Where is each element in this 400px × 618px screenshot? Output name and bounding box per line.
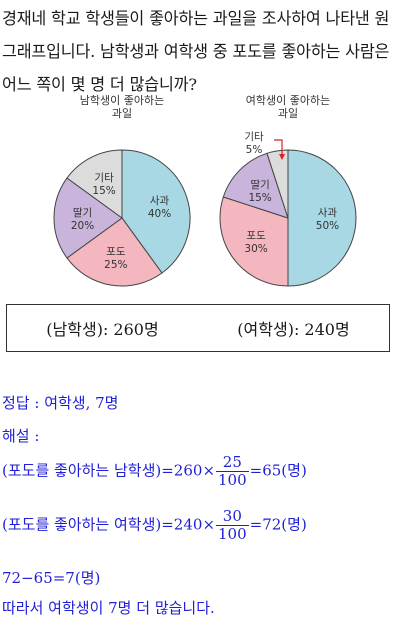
- answer-line: 정답 : 여학생, 7명: [2, 394, 119, 412]
- girls-slice-label-3: 기타: [244, 131, 264, 143]
- boys-slice-label-0: 사과: [150, 195, 170, 207]
- girls-calc-prefix: (포도를 좋아하는 여학생)=240×: [2, 515, 216, 534]
- boys-fraction-numerator: 25: [216, 454, 249, 472]
- girls-slice-label-1: 포도: [246, 230, 266, 242]
- girls-fraction-numerator: 30: [216, 508, 249, 526]
- girls-slice-value-1: 30%: [244, 243, 267, 255]
- boys-slice-1: [66, 217, 163, 287]
- boys-calc-result: =65(명): [249, 461, 307, 480]
- boys-calculation: (포도를 좋아하는 남학생)=260× 25 100 =65(명): [2, 454, 307, 489]
- boys-fraction-denominator: 100: [218, 471, 247, 489]
- boys-calc-prefix: (포도를 좋아하는 남학생)=260×: [2, 461, 216, 480]
- boys-slice-value-3: 15%: [92, 185, 115, 197]
- girls-slice-label-2: 딸기: [250, 179, 269, 191]
- difference-line: 72−65=7(명): [2, 569, 101, 587]
- girls-fraction-denominator: 100: [218, 525, 247, 543]
- boys-slice-0: [121, 149, 191, 274]
- boys-fraction: 25 100: [216, 454, 249, 489]
- conclusion-line: 따라서 여학생이 7명 더 많습니다.: [2, 599, 215, 617]
- boys-slice-label-3: 기타: [94, 172, 114, 184]
- girls-fraction: 30 100: [216, 508, 249, 543]
- girls-pointer-arrowhead: [279, 154, 285, 160]
- pie-charts: 남학생이 좋아하는 과일 여학생이 좋아하는 과일 사과 40% 포도 25% 딸기 20…: [0, 92, 400, 292]
- girls-slice-value-2: 15%: [248, 192, 271, 204]
- boys-chart-title-line2: 과일: [111, 107, 133, 120]
- girls-chart-title-line1: 여학생이 좋아하는: [245, 94, 331, 107]
- student-count-box: (남학생): 260명 (여학생): 240명: [6, 304, 390, 352]
- boys-slice-label-2: 딸기: [73, 207, 92, 219]
- girls-slice-label-0: 사과: [318, 207, 338, 219]
- boys-slice-value-2: 20%: [71, 220, 94, 232]
- boys-slice-value-1: 25%: [104, 259, 127, 271]
- girls-slice-1: [219, 196, 289, 287]
- boys-chart-title-line1: 남학생이 좋아하는: [79, 94, 165, 107]
- girls-chart-title: 여학생이 좋아하는 과일: [208, 94, 368, 120]
- boys-slice-2: [53, 177, 123, 259]
- girls-calculation: (포도를 좋아하는 여학생)=240× 30 100 =72(명): [2, 508, 307, 543]
- girls-pointer-arrow: [274, 139, 283, 158]
- girls-calc-result: =72(명): [249, 515, 307, 534]
- girls-slice-3: [266, 149, 289, 219]
- boys-slice-value-0: 40%: [148, 208, 171, 220]
- girls-slice-value-0: 50%: [316, 220, 339, 232]
- boys-slice-label-1: 포도: [106, 246, 126, 258]
- question-text: 경재네 학교 학생들이 좋아하는 과일을 조사하여 나타낸 원그래프입니다. 남…: [2, 9, 390, 94]
- explanation-heading: 해설 :: [2, 427, 40, 445]
- girls-slice-0: [287, 149, 357, 287]
- boys-count: (남학생): 260명: [46, 320, 159, 339]
- girls-count: (여학생): 240명: [237, 320, 350, 339]
- girls-slice-value-3: 5%: [246, 144, 263, 156]
- boys-slice-3: [66, 149, 123, 219]
- girls-chart-title-line2: 과일: [277, 107, 299, 120]
- boys-chart-title: 남학생이 좋아하는 과일: [42, 94, 202, 120]
